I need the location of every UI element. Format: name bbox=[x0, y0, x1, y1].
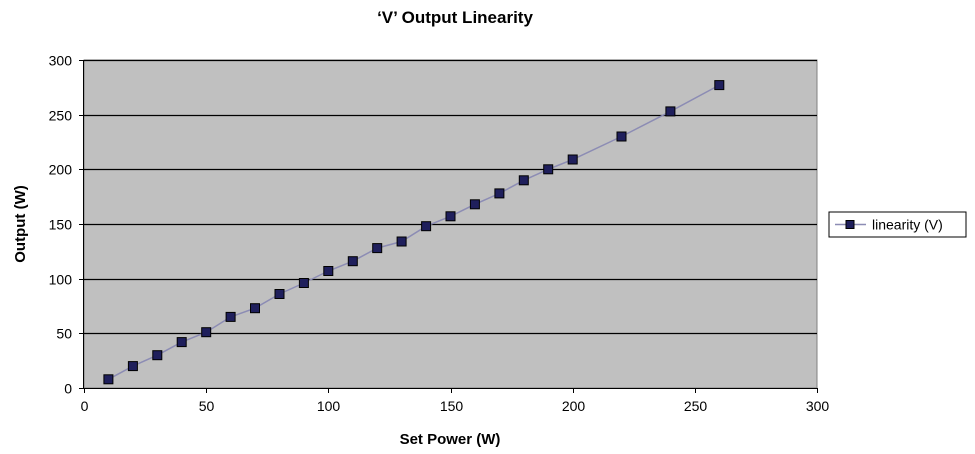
chart-title: ‘V’ Output Linearity bbox=[377, 8, 533, 27]
data-point-marker bbox=[494, 188, 505, 199]
data-point-marker bbox=[396, 236, 407, 247]
y-tick-label: 100 bbox=[49, 272, 73, 288]
data-point-marker bbox=[543, 164, 554, 175]
data-point-marker bbox=[518, 175, 529, 186]
x-axis-label: Set Power (W) bbox=[400, 431, 501, 448]
data-point-marker bbox=[469, 199, 480, 210]
data-point-marker bbox=[714, 80, 725, 91]
y-axis-label: Output (W) bbox=[12, 185, 29, 262]
x-tick-label: 200 bbox=[562, 398, 586, 414]
data-point-marker bbox=[567, 154, 578, 165]
x-tick-label: 0 bbox=[81, 398, 89, 414]
data-point-marker bbox=[152, 350, 163, 361]
y-tick-label: 250 bbox=[49, 108, 73, 124]
x-tick-label: 50 bbox=[199, 398, 215, 414]
legend-marker bbox=[845, 220, 855, 229]
data-point-marker bbox=[250, 303, 260, 314]
y-tick-label: 0 bbox=[64, 381, 72, 397]
data-point-marker bbox=[127, 361, 138, 372]
y-tick-label: 150 bbox=[49, 217, 73, 233]
y-axis: 0 50 100 150 200 250 300 bbox=[49, 53, 84, 397]
data-point-marker bbox=[616, 131, 627, 142]
data-point-marker bbox=[103, 374, 114, 385]
x-tick-label: 250 bbox=[684, 398, 708, 414]
data-point-marker bbox=[323, 266, 334, 276]
y-tick-label: 50 bbox=[56, 326, 72, 342]
x-tick-label: 150 bbox=[440, 398, 464, 414]
data-point-marker bbox=[665, 106, 676, 117]
data-point-marker bbox=[274, 289, 285, 299]
legend: linearity (V) bbox=[828, 211, 967, 238]
data-point-marker bbox=[176, 337, 187, 348]
series-linearity bbox=[103, 80, 725, 385]
x-axis: 0 50 100 150 200 250 300 bbox=[81, 388, 830, 414]
legend-entry-linearity: linearity (V) bbox=[872, 217, 943, 233]
x-tick-label: 300 bbox=[806, 398, 830, 414]
data-point-marker bbox=[298, 278, 309, 288]
data-point-marker bbox=[201, 327, 212, 338]
data-point-marker bbox=[372, 243, 383, 254]
data-point-marker bbox=[225, 311, 236, 322]
data-point-marker bbox=[347, 256, 358, 267]
x-tick-label: 100 bbox=[317, 398, 341, 414]
y-tick-label: 200 bbox=[49, 162, 73, 178]
data-point-marker bbox=[445, 211, 456, 222]
y-tick-label: 300 bbox=[49, 53, 73, 69]
data-point-marker bbox=[421, 221, 432, 232]
